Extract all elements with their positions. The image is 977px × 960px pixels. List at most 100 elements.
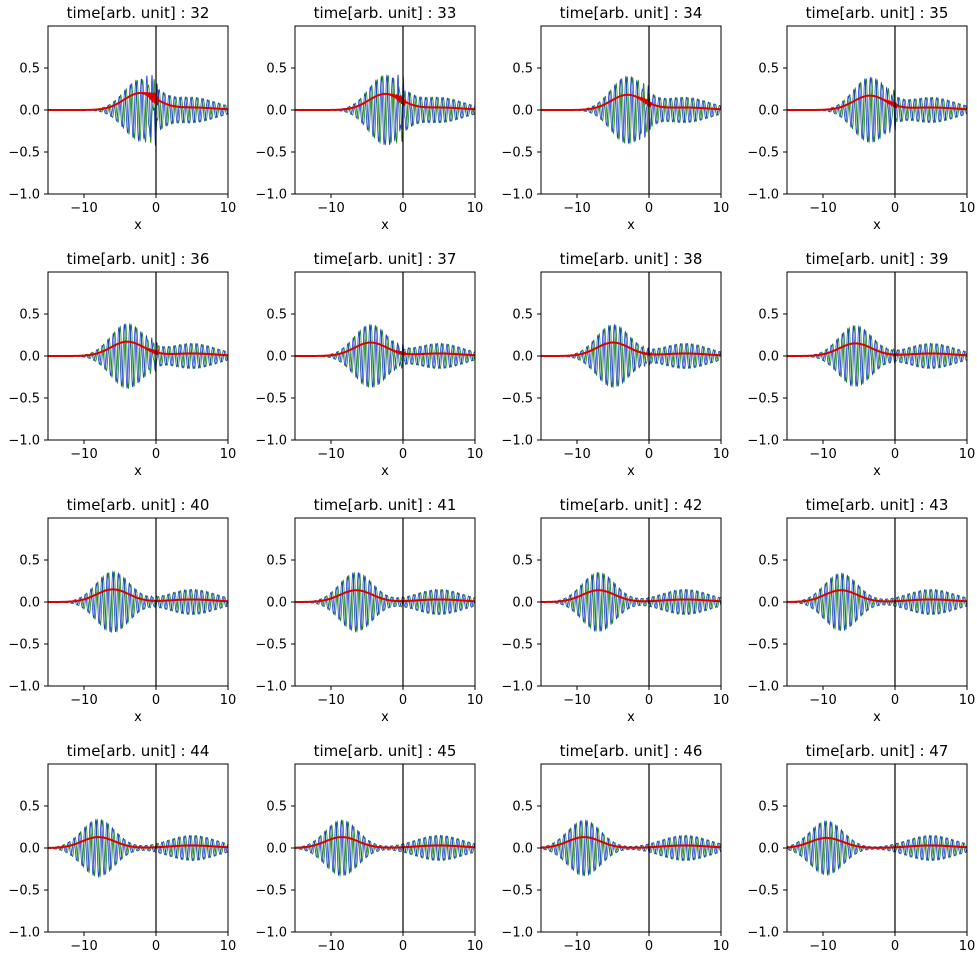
series-real <box>541 571 721 633</box>
panel-title: time[arb. unit] : 45 <box>314 742 457 760</box>
x-tick-label: −10 <box>70 939 97 954</box>
y-tick-label: −0.5 <box>501 638 533 653</box>
x-tick-label: −10 <box>563 693 590 708</box>
y-tick-label: −1.0 <box>747 680 779 695</box>
x-tick-label: 10 <box>713 693 730 708</box>
panel-t33: time[arb. unit] : 33 −10 0 10 −1.0 −0.5 0.0 0.5… <box>255 4 483 233</box>
panel-title: time[arb. unit] : 38 <box>560 250 703 268</box>
panel-title: time[arb. unit] : 42 <box>560 496 703 514</box>
series-envelope <box>48 588 228 603</box>
y-tick-label: 0.0 <box>758 104 779 119</box>
panel-title: time[arb. unit] : 36 <box>67 250 210 268</box>
panel-title: time[arb. unit] : 40 <box>67 496 210 514</box>
series-imag <box>541 819 721 877</box>
series-imag <box>787 572 967 632</box>
panel-t46: time[arb. unit] : 46 −10 0 10 −1.0 −0.5 0.0 0.5 <box>501 742 729 954</box>
y-tick-label: 0.5 <box>19 308 40 323</box>
series-real <box>787 572 967 632</box>
y-tick-label: −1.0 <box>747 434 779 449</box>
series-envelope <box>541 836 721 849</box>
y-tick-label: 0.0 <box>512 842 533 857</box>
x-tick-label: 0 <box>891 939 899 954</box>
x-axis-label: x <box>873 464 881 479</box>
y-tick-label: −1.0 <box>501 434 533 449</box>
x-tick-label: −10 <box>70 693 97 708</box>
y-tick-label: −1.0 <box>501 188 533 203</box>
y-tick-label: −1.0 <box>8 434 40 449</box>
y-tick-label: −1.0 <box>255 188 287 203</box>
x-tick-label: −10 <box>317 447 344 462</box>
y-tick-label: −0.5 <box>501 884 533 899</box>
panel-title: time[arb. unit] : 41 <box>314 496 457 514</box>
x-tick-label: 10 <box>713 939 730 954</box>
y-tick-label: −0.5 <box>8 146 40 161</box>
y-tick-label: 0.0 <box>512 104 533 119</box>
y-tick-label: −1.0 <box>501 926 533 941</box>
x-axis-label: x <box>381 464 389 479</box>
series-envelope <box>787 589 967 603</box>
series-envelope <box>787 342 967 357</box>
x-tick-label: 10 <box>959 447 976 462</box>
y-tick-label: 0.5 <box>266 308 287 323</box>
x-tick-label: 0 <box>152 201 160 216</box>
series-envelope <box>787 94 967 111</box>
x-tick-label: −10 <box>809 447 836 462</box>
y-tick-label: −0.5 <box>255 638 287 653</box>
y-tick-label: 0.5 <box>758 800 779 815</box>
x-axis-label: x <box>873 218 881 233</box>
x-tick-label: −10 <box>809 201 836 216</box>
x-axis-label: x <box>134 464 142 479</box>
series-envelope <box>295 836 475 849</box>
x-tick-label: −10 <box>317 201 344 216</box>
y-tick-label: 0.0 <box>266 842 287 857</box>
y-tick-label: 0.5 <box>19 62 40 77</box>
series-envelope <box>787 836 967 849</box>
y-tick-label: 0.0 <box>512 596 533 611</box>
panel-t39: time[arb. unit] : 39 −10 0 10 −1.0 −0.5 0.0 0.5… <box>747 250 975 479</box>
x-tick-label: 0 <box>152 939 160 954</box>
y-tick-label: −1.0 <box>8 680 40 695</box>
y-tick-label: −1.0 <box>255 680 287 695</box>
series-real <box>787 820 967 877</box>
panel-title: time[arb. unit] : 33 <box>314 4 457 22</box>
y-tick-label: −1.0 <box>8 926 40 941</box>
x-tick-label: 10 <box>467 939 484 954</box>
panel-t38: time[arb. unit] : 38 −10 0 10 −1.0 −0.5 0.0 0.5… <box>501 250 729 479</box>
panel-title: time[arb. unit] : 37 <box>314 250 457 268</box>
panel-t47: time[arb. unit] : 47 −10 0 10 −1.0 −0.5 0.0 0.5 <box>747 742 975 954</box>
panel-t43: time[arb. unit] : 43 −10 0 10 −1.0 −0.5 0.0 0.5… <box>747 496 975 725</box>
panel-title: time[arb. unit] : 43 <box>806 496 949 514</box>
x-tick-label: 0 <box>399 693 407 708</box>
y-tick-label: −0.5 <box>255 392 287 407</box>
x-tick-label: 0 <box>645 939 653 954</box>
y-tick-label: −1.0 <box>255 434 287 449</box>
x-tick-label: −10 <box>809 939 836 954</box>
y-tick-label: 0.0 <box>758 596 779 611</box>
panel-t36: time[arb. unit] : 36 −10 0 10 −1.0 −0.5 0.0 0.5… <box>8 250 236 479</box>
panel-title: time[arb. unit] : 46 <box>560 742 703 760</box>
x-tick-label: 10 <box>220 201 237 216</box>
panel-title: time[arb. unit] : 47 <box>806 742 949 760</box>
x-tick-label: 0 <box>399 939 407 954</box>
panel-t34: time[arb. unit] : 34 −10 0 10 −1.0 −0.5 0.0 0.5… <box>501 4 729 233</box>
panel-t40: time[arb. unit] : 40 −10 0 10 −1.0 −0.5 0.0 0.5… <box>8 496 236 725</box>
x-axis-label: x <box>627 710 635 725</box>
y-tick-label: 0.5 <box>758 308 779 323</box>
y-tick-label: 0.5 <box>758 62 779 77</box>
x-tick-label: −10 <box>563 447 590 462</box>
series-real <box>295 571 475 633</box>
panel-t45: time[arb. unit] : 45 −10 0 10 −1.0 −0.5 0.0 0.5 <box>255 742 483 954</box>
x-tick-label: 10 <box>959 201 976 216</box>
y-tick-label: 0.5 <box>19 554 40 569</box>
series-envelope <box>48 340 228 357</box>
x-tick-label: 10 <box>220 939 237 954</box>
x-tick-label: 10 <box>959 693 976 708</box>
x-tick-label: 0 <box>152 693 160 708</box>
panel-title: time[arb. unit] : 39 <box>806 250 949 268</box>
series-imag <box>48 570 228 634</box>
y-tick-label: 0.0 <box>758 350 779 365</box>
x-tick-label: −10 <box>317 693 344 708</box>
x-tick-label: 0 <box>399 447 407 462</box>
series-imag <box>295 819 475 877</box>
